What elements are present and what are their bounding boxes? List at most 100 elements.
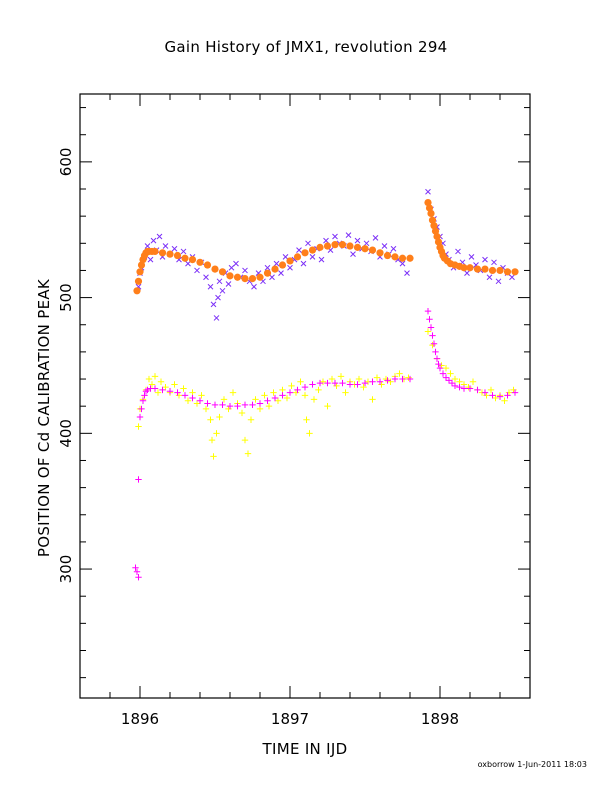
data-point-x-series0 — [390, 245, 397, 252]
data-point-plus-series2 — [505, 389, 513, 396]
data-point-plus-series2 — [154, 389, 162, 396]
data-point-plus-series3 — [316, 379, 324, 387]
data-point-plus-series2 — [328, 375, 336, 383]
data-point-plus-series2 — [202, 405, 210, 413]
data-point-plus-series3 — [219, 401, 226, 409]
data-point-dot-series1 — [301, 249, 309, 257]
data-point-plus-series3 — [496, 393, 504, 400]
data-point-plus-series3 — [436, 364, 444, 372]
data-point-plus-series3 — [391, 375, 399, 383]
x-axis-label: TIME IN IJD — [262, 740, 348, 758]
data-point-plus-series2 — [225, 405, 232, 413]
data-point-plus-series2 — [207, 416, 214, 423]
data-point-plus-series3 — [474, 386, 481, 394]
data-point-plus-series2 — [279, 386, 286, 394]
data-point-x-series0 — [150, 237, 157, 244]
data-point-plus-series3 — [141, 392, 148, 399]
data-point-plus-series2 — [247, 416, 255, 423]
data-point-plus-series3 — [439, 370, 447, 377]
data-point-x-series0 — [350, 251, 356, 258]
data-point-plus-series2 — [270, 389, 277, 396]
data-point-x-series0 — [185, 260, 191, 267]
data-point-plus-series2 — [175, 392, 183, 399]
data-point-dot-series1 — [428, 216, 437, 224]
data-point-dot-series1 — [316, 243, 324, 251]
data-point-x-series0 — [144, 243, 151, 249]
data-point-dot-series1 — [166, 250, 174, 258]
data-point-plus-series2 — [193, 400, 201, 407]
data-point-x-series0 — [495, 278, 502, 285]
data-point-plus-series3 — [138, 405, 145, 413]
data-point-x-series0 — [194, 267, 200, 274]
data-point-x-series0 — [425, 188, 431, 195]
data-point-plus-series2 — [387, 378, 394, 385]
data-point-x-series0 — [455, 248, 461, 255]
data-point-dot-series1 — [263, 269, 272, 277]
data-point-dot-series1 — [466, 264, 474, 272]
data-point-plus-series3 — [435, 360, 442, 368]
plot-frame — [79, 93, 531, 699]
chart-title: Gain History of JMX1, revolution 294 — [164, 38, 448, 56]
data-point-plus-series2 — [208, 436, 216, 444]
data-point-plus-series2 — [297, 378, 304, 385]
data-point-dot-series1 — [425, 204, 434, 212]
data-point-x-series0 — [225, 281, 232, 287]
data-point-dot-series1 — [331, 241, 339, 249]
data-point-plus-series3 — [271, 394, 279, 402]
data-point-plus-series3 — [424, 307, 432, 315]
data-point-plus-series2 — [145, 375, 153, 383]
data-point-dot-series1 — [211, 265, 219, 273]
data-point-plus-series2 — [180, 385, 187, 392]
data-point-plus-series3 — [430, 340, 438, 347]
data-point-dot-series1 — [286, 257, 294, 265]
data-point-x-series0 — [273, 260, 280, 267]
data-point-dot-series1 — [496, 266, 504, 275]
data-point-plus-series3 — [460, 385, 468, 392]
footer-credit: oxborrow 1-Jun-2011 18:03 — [477, 760, 587, 769]
data-point-x-series0 — [354, 237, 361, 244]
data-point-dot-series1 — [338, 241, 347, 249]
data-point-plus-series2 — [337, 373, 345, 380]
data-point-plus-series3 — [481, 389, 489, 396]
data-point-plus-series3 — [174, 389, 181, 396]
data-point-x-series0 — [482, 256, 488, 263]
data-point-dot-series1 — [293, 253, 302, 261]
data-point-dot-series1 — [353, 243, 362, 251]
data-point-x-series0 — [404, 270, 410, 277]
data-point-plus-series2 — [151, 373, 159, 380]
data-point-plus-series2 — [429, 341, 436, 349]
data-point-plus-series2 — [288, 382, 295, 390]
data-point-plus-series2 — [216, 413, 223, 421]
data-point-x-series0 — [147, 256, 154, 263]
data-point-plus-series3 — [132, 564, 139, 571]
data-point-plus-series2 — [510, 386, 517, 394]
data-point-x-series0 — [215, 294, 221, 301]
data-point-plus-series2 — [333, 382, 340, 390]
data-point-dot-series1 — [218, 268, 227, 276]
y-tick-label: 500 — [57, 283, 75, 312]
data-point-dot-series1 — [376, 249, 384, 257]
data-point-plus-series3 — [135, 476, 142, 483]
data-point-dot-series1 — [173, 251, 182, 260]
data-point-x-series0 — [464, 270, 470, 277]
data-point-plus-series3 — [226, 402, 234, 410]
data-point-plus-series2 — [283, 394, 291, 402]
data-point-plus-series2 — [244, 450, 252, 457]
data-point-dot-series1 — [248, 274, 257, 283]
data-point-x-series0 — [486, 274, 493, 281]
data-point-plus-series2 — [252, 396, 259, 403]
data-point-x-series0 — [207, 283, 214, 290]
data-point-plus-series2 — [229, 389, 237, 396]
y-tick-label: 300 — [57, 555, 75, 584]
data-point-plus-series2 — [265, 402, 273, 410]
data-point-x-series0 — [216, 278, 223, 285]
data-point-plus-series2 — [261, 392, 268, 399]
data-point-dot-series1 — [134, 277, 143, 285]
data-point-dot-series1 — [503, 268, 512, 276]
data-point-plus-series3 — [448, 379, 456, 387]
data-point-x-series0 — [203, 274, 209, 281]
data-point-x-series0 — [264, 264, 271, 271]
data-point-plus-series2 — [483, 392, 490, 399]
data-point-plus-series2 — [135, 423, 142, 430]
data-point-x-series0 — [242, 267, 248, 274]
